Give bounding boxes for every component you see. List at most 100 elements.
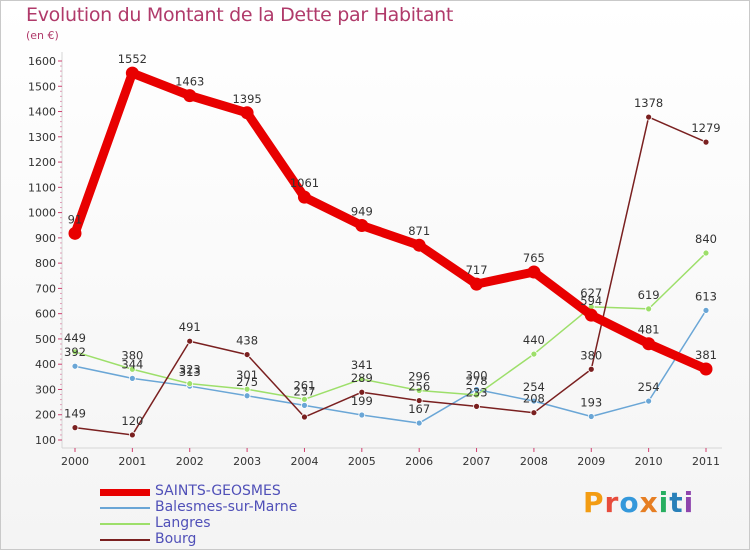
data-point bbox=[358, 375, 366, 383]
logo-letter: i bbox=[658, 486, 670, 519]
data-label: 296 bbox=[408, 369, 430, 383]
data-point bbox=[470, 277, 484, 291]
data-label: 1061 bbox=[290, 176, 319, 190]
data-label: 717 bbox=[466, 263, 488, 277]
logo-letter: t bbox=[669, 486, 684, 519]
data-point bbox=[355, 218, 369, 232]
chart-unit-label: (en €) bbox=[26, 29, 59, 42]
data-point bbox=[243, 385, 251, 393]
data-point bbox=[527, 265, 541, 279]
data-point bbox=[68, 226, 82, 240]
x-tick-label: 2005 bbox=[348, 455, 376, 468]
data-label: 1463 bbox=[175, 75, 204, 89]
y-tick-label: 100 bbox=[35, 434, 56, 447]
data-label: 481 bbox=[638, 323, 660, 337]
data-label: 840 bbox=[695, 232, 717, 246]
data-point bbox=[584, 308, 598, 322]
legend-swatch bbox=[100, 523, 150, 525]
data-label: 275 bbox=[236, 375, 258, 389]
data-label: 491 bbox=[179, 320, 201, 334]
data-label: 278 bbox=[466, 374, 488, 388]
data-label: 208 bbox=[523, 392, 545, 406]
data-point bbox=[186, 380, 194, 388]
data-label: 199 bbox=[351, 394, 373, 408]
data-point bbox=[702, 249, 710, 257]
y-tick-label: 1600 bbox=[28, 55, 56, 68]
x-tick-label: 2010 bbox=[635, 455, 663, 468]
data-point bbox=[358, 411, 366, 419]
data-label: 149 bbox=[64, 407, 86, 421]
data-point bbox=[530, 397, 538, 405]
logo-letter: P bbox=[583, 486, 605, 519]
series-line bbox=[74, 309, 707, 424]
data-point bbox=[71, 362, 79, 370]
data-point bbox=[645, 397, 653, 405]
y-tick-label: 200 bbox=[35, 409, 56, 422]
proxiti-logo: Proxiti bbox=[583, 486, 694, 519]
data-point bbox=[587, 365, 595, 373]
data-point bbox=[530, 409, 538, 417]
data-label: 627 bbox=[580, 286, 602, 300]
data-point bbox=[128, 431, 136, 439]
data-point bbox=[297, 190, 311, 204]
data-label: 449 bbox=[64, 331, 86, 345]
data-label: 261 bbox=[293, 378, 315, 392]
series-line bbox=[70, 68, 711, 374]
data-point bbox=[358, 388, 366, 396]
y-tick-label: 1500 bbox=[28, 80, 56, 93]
legend-label: SAINTS-GEOSMES bbox=[155, 483, 281, 499]
y-tick-label: 800 bbox=[35, 257, 56, 270]
data-point bbox=[415, 387, 423, 394]
x-tick-label: 2001 bbox=[118, 455, 146, 468]
y-tick-label: 1100 bbox=[28, 181, 56, 194]
data-point bbox=[473, 402, 480, 410]
data-label: 949 bbox=[351, 204, 373, 218]
legend-label: Bourg bbox=[155, 531, 197, 547]
data-point bbox=[71, 424, 79, 432]
data-label: 619 bbox=[638, 288, 660, 302]
x-tick-label: 2000 bbox=[61, 455, 89, 468]
data-label: 1279 bbox=[691, 121, 720, 135]
data-point bbox=[642, 337, 656, 351]
data-point bbox=[412, 238, 426, 252]
data-label: 323 bbox=[179, 363, 201, 377]
legend-label: Balesmes-sur-Marne bbox=[155, 499, 298, 515]
y-tick-label: 600 bbox=[35, 308, 56, 321]
data-label: 381 bbox=[695, 348, 717, 362]
data-point bbox=[301, 401, 308, 409]
data-label: 392 bbox=[64, 345, 86, 359]
logo-letter: o bbox=[619, 486, 640, 519]
data-label: 438 bbox=[236, 334, 258, 348]
y-tick-label: 700 bbox=[35, 282, 56, 295]
series-line bbox=[74, 252, 707, 401]
data-point bbox=[415, 419, 423, 427]
y-tick-label: 500 bbox=[35, 333, 56, 346]
y-tick-label: 900 bbox=[35, 232, 56, 245]
data-point bbox=[243, 392, 251, 400]
y-tick-label: 1300 bbox=[28, 131, 56, 144]
x-tick-label: 2008 bbox=[520, 455, 548, 468]
data-point bbox=[301, 413, 308, 421]
y-tick-label: 1200 bbox=[28, 156, 56, 169]
data-label: 254 bbox=[523, 380, 545, 394]
data-label: 301 bbox=[236, 368, 258, 382]
data-label: 765 bbox=[523, 251, 545, 265]
x-tick-label: 2004 bbox=[290, 455, 318, 468]
y-tick-label: 1000 bbox=[28, 207, 56, 220]
legend-label: Langres bbox=[155, 515, 211, 531]
data-point bbox=[183, 89, 197, 103]
data-label: 167 bbox=[408, 402, 430, 416]
data-point bbox=[125, 66, 139, 80]
data-point bbox=[415, 397, 423, 404]
data-point bbox=[128, 374, 136, 382]
data-point bbox=[301, 395, 308, 403]
legend-swatch bbox=[100, 507, 150, 509]
x-tick-label: 2002 bbox=[176, 455, 204, 468]
data-point bbox=[243, 351, 251, 358]
logo-letter: i bbox=[683, 486, 695, 519]
x-tick-label: 2011 bbox=[692, 455, 720, 468]
data-label: 1378 bbox=[634, 96, 663, 110]
data-point bbox=[702, 306, 710, 314]
data-label: 254 bbox=[638, 380, 660, 394]
